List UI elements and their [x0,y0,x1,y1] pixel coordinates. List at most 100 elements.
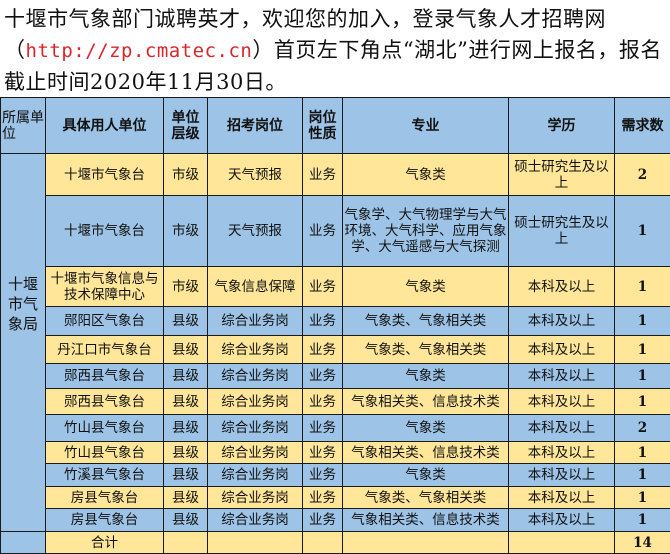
column-header: 所属单位 [1,98,46,154]
table-cell: 竹山县气象台 [46,415,164,442]
org-cell: 十堰市气象局 [1,154,46,532]
table-cell: 本科及以上 [509,487,615,509]
table-cell: 综合业务岗 [208,509,303,532]
recruitment-table: 所属单位具体用人单位单位层级招考岗位岗位性质专业学历需求数 十堰市气象局十堰市气… [0,97,670,554]
table-cell: 县级 [164,442,208,464]
table-cell: 竹山县气象台 [46,442,164,464]
table-cell: 综合业务岗 [208,464,303,487]
table-cell: 本科及以上 [509,307,615,336]
table-cell: 郧西县气象台 [46,389,164,415]
table-cell: 气象类、气象相关类 [343,487,509,509]
table-cell: 业务 [303,389,343,415]
table-cell: 业务 [303,442,343,464]
table-cell: 十堰市气象台 [46,154,164,196]
table-cell: 气象类 [343,464,509,487]
column-header: 需求数 [615,98,670,154]
table-cell: 县级 [164,389,208,415]
column-header: 招考岗位 [208,98,303,154]
table-cell: 气象信息保障 [208,267,303,307]
table-row: 十堰市气象台市级天气预报业务气象学、大气物理学与大气环境、大气科学、应用气象学、… [1,196,670,267]
table-cell: 市级 [164,267,208,307]
table-cell: 1 [615,464,670,487]
table-cell: 综合业务岗 [208,415,303,442]
table-cell: 业务 [303,509,343,532]
table-cell: 气象相关类、信息技术类 [343,509,509,532]
table-cell: 2 [615,154,670,196]
table-cell: 气象相关类、信息技术类 [343,389,509,415]
table-cell: 业务 [303,336,343,364]
total-value: 14 [615,532,670,554]
table-cell: 天气预报 [208,196,303,267]
table-cell: 气象类 [343,364,509,389]
column-header: 具体用人单位 [46,98,164,154]
table-cell: 1 [615,389,670,415]
table-cell: 综合业务岗 [208,487,303,509]
table-cell: 气象类 [343,415,509,442]
recruit-link[interactable]: http://zp.cmatec.cn [26,40,253,62]
table-cell: 1 [615,336,670,364]
table-cell: 综合业务岗 [208,364,303,389]
table-cell: 综合业务岗 [208,389,303,415]
table-cell: 业务 [303,196,343,267]
table-cell: 县级 [164,509,208,532]
table-cell: 业务 [303,464,343,487]
table-cell: 本科及以上 [509,415,615,442]
table-cell: 业务 [303,154,343,196]
table-cell: 丹江口市气象台 [46,336,164,364]
table-cell: 1 [615,267,670,307]
table-cell: 县级 [164,487,208,509]
table-cell: 业务 [303,307,343,336]
total-row: 合计 14 [1,532,670,554]
column-header: 学历 [509,98,615,154]
table-cell [164,532,208,554]
table-cell: 1 [615,509,670,532]
column-header: 单位层级 [164,98,208,154]
table-cell: 县级 [164,464,208,487]
column-header: 岗位性质 [303,98,343,154]
table-cell [509,532,615,554]
table-cell [343,532,509,554]
table-cell: 本科及以上 [509,267,615,307]
table-cell: 1 [615,442,670,464]
table-cell: 市级 [164,154,208,196]
table-cell: 2 [615,415,670,442]
table-cell: 1 [615,364,670,389]
table-cell: 本科及以上 [509,509,615,532]
table-cell: 本科及以上 [509,364,615,389]
table-cell: 业务 [303,267,343,307]
table-cell: 本科及以上 [509,442,615,464]
table-cell: 郧西县气象台 [46,364,164,389]
total-label: 合计 [46,532,164,554]
table-cell: 房县气象台 [46,487,164,509]
table-cell: 1 [615,307,670,336]
table-cell: 气象类 [343,154,509,196]
table-cell: 气象学、大气物理学与大气环境、大气科学、应用气象学、大气遥感与大气探测 [343,196,509,267]
column-header: 专业 [343,98,509,154]
table-cell: 郧阳区气象台 [46,307,164,336]
table-cell: 业务 [303,415,343,442]
table-cell: 硕士研究生及以上 [509,154,615,196]
table-cell: 气象类、气象相关类 [343,336,509,364]
intro-text: 十堰市气象部门诚聘英才，欢迎您的加入，登录气象人才招聘网（http://zp.c… [4,4,668,98]
table-cell: 本科及以上 [509,336,615,364]
table-cell: 气象类 [343,267,509,307]
table-cell [303,532,343,554]
table-cell: 综合业务岗 [208,442,303,464]
table-cell [208,532,303,554]
table-cell: 竹溪县气象台 [46,464,164,487]
table-cell: 本科及以上 [509,389,615,415]
table-cell: 1 [615,196,670,267]
table-cell: 硕士研究生及以上 [509,196,615,267]
table-cell: 业务 [303,487,343,509]
table-cell: 综合业务岗 [208,307,303,336]
